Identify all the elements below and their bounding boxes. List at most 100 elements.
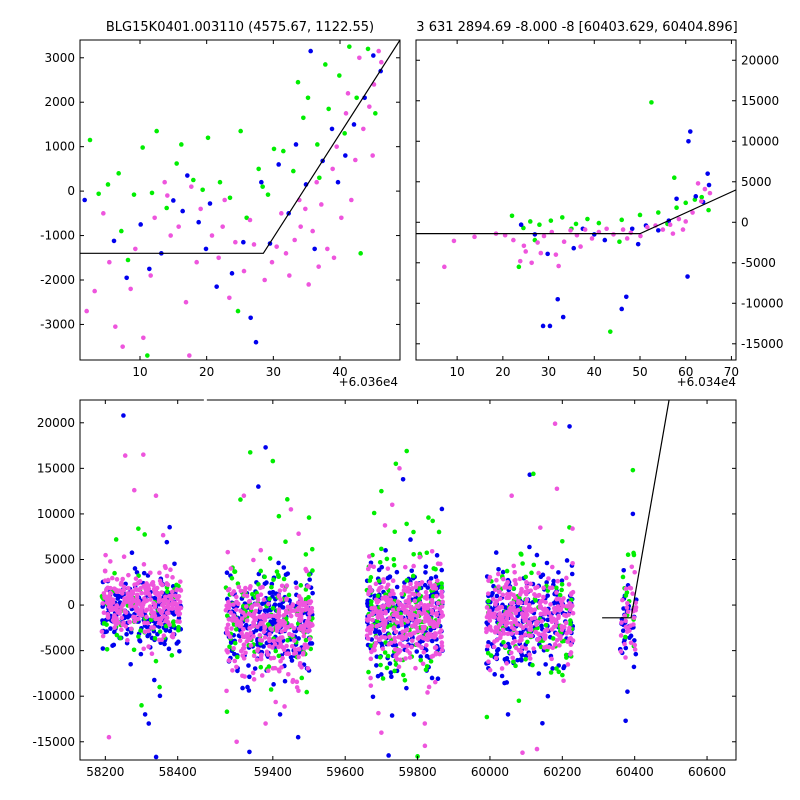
data-point	[294, 685, 300, 690]
x-offset-label-left: +6.036e4	[339, 375, 398, 389]
data-point	[146, 721, 152, 726]
data-point	[484, 614, 490, 620]
data-point	[367, 563, 373, 569]
x-tick-label: 59600	[326, 765, 364, 779]
axes-frame-0	[79, 39, 401, 361]
data-point	[486, 626, 492, 632]
data-point	[163, 565, 168, 571]
data-point	[624, 236, 630, 241]
data-point	[492, 630, 498, 635]
data-point	[224, 648, 229, 653]
data-point	[426, 515, 431, 520]
data-point	[611, 232, 616, 237]
data-point	[369, 606, 374, 611]
x-tick-label: 60	[678, 365, 693, 379]
data-point	[365, 636, 371, 641]
data-point	[369, 637, 375, 642]
data-point	[253, 628, 259, 633]
data-point	[434, 578, 440, 583]
data-point	[409, 631, 414, 637]
data-point	[410, 586, 415, 591]
data-point	[310, 568, 315, 573]
data-point	[620, 227, 626, 232]
data-point	[119, 580, 124, 585]
data-point	[423, 589, 429, 595]
data-point	[414, 649, 420, 654]
data-point	[370, 694, 376, 700]
data-point	[418, 601, 424, 606]
data-point	[567, 629, 573, 635]
data-point	[667, 222, 673, 228]
data-point	[369, 623, 375, 628]
data-point	[276, 513, 282, 519]
data-point	[602, 237, 608, 243]
data-point	[292, 237, 297, 243]
data-point	[501, 640, 506, 645]
x-tick-label: 10	[132, 365, 147, 379]
data-point	[248, 605, 254, 611]
data-point	[398, 617, 404, 622]
data-point	[326, 106, 331, 112]
data-point	[274, 244, 279, 249]
data-point	[607, 329, 613, 334]
data-point	[385, 582, 391, 588]
data-point	[556, 669, 562, 675]
data-point	[513, 610, 519, 616]
data-point	[178, 579, 183, 584]
data-point	[301, 633, 307, 639]
y-tick-label: -5000	[741, 256, 776, 270]
x-tick-label: 30	[541, 365, 556, 379]
data-point	[266, 601, 271, 607]
data-point	[537, 222, 542, 228]
data-point	[618, 633, 624, 638]
data-point	[220, 224, 225, 229]
data-point	[132, 566, 138, 571]
data-point	[491, 644, 497, 650]
data-point	[514, 630, 519, 635]
data-point	[104, 629, 109, 634]
data-point	[367, 578, 373, 583]
data-point	[486, 640, 491, 645]
data-point	[401, 587, 407, 593]
data-point	[414, 641, 420, 647]
data-point	[119, 228, 124, 234]
data-point	[143, 608, 149, 614]
data-point	[227, 195, 233, 201]
data-point	[507, 585, 513, 591]
data-point	[571, 245, 577, 251]
data-point	[130, 589, 135, 595]
data-point	[365, 46, 371, 52]
data-point	[118, 635, 123, 641]
data-point	[384, 665, 390, 671]
data-point	[570, 526, 575, 531]
data-point	[407, 615, 413, 620]
data-point	[267, 632, 273, 637]
data-point	[380, 617, 386, 623]
data-point	[308, 48, 313, 54]
data-point	[296, 531, 301, 537]
data-point	[145, 620, 150, 626]
y-tick-label: 2000	[44, 95, 75, 109]
data-point	[400, 643, 406, 649]
data-point	[305, 584, 310, 589]
data-point	[229, 271, 235, 276]
data-point	[554, 486, 560, 492]
data-point	[509, 631, 515, 636]
data-point	[161, 633, 167, 638]
data-point	[491, 596, 496, 602]
data-point	[242, 588, 248, 594]
data-point	[403, 599, 409, 604]
data-point	[427, 580, 433, 585]
data-point	[632, 638, 637, 643]
data-point	[564, 603, 570, 609]
data-point	[231, 589, 237, 594]
data-point	[619, 620, 624, 625]
data-point	[278, 658, 283, 664]
data-point	[530, 662, 535, 668]
data-point	[500, 627, 506, 633]
plot-area-0	[80, 40, 400, 358]
data-point	[283, 608, 289, 614]
data-point	[567, 424, 572, 429]
data-point	[407, 650, 413, 656]
data-point	[374, 654, 380, 659]
